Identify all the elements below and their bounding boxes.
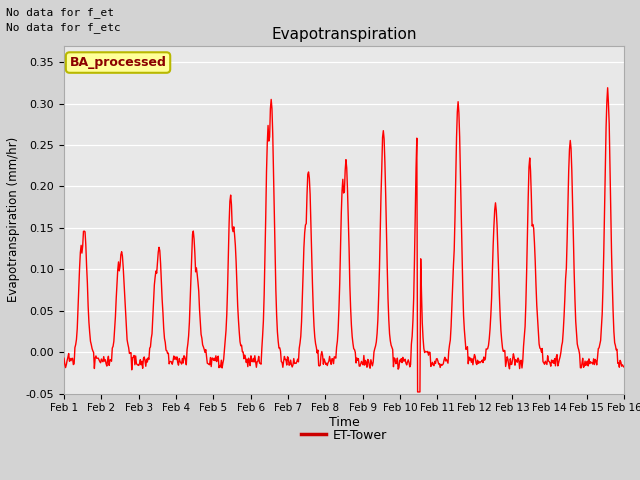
X-axis label: Time: Time [328,416,360,429]
Text: No data for f_etc: No data for f_etc [6,22,121,33]
Text: No data for f_et: No data for f_et [6,7,115,18]
Legend: ET-Tower: ET-Tower [296,423,392,446]
Title: Evapotranspiration: Evapotranspiration [271,27,417,42]
Y-axis label: Evapotranspiration (mm/hr): Evapotranspiration (mm/hr) [7,137,20,302]
Text: BA_processed: BA_processed [70,56,166,69]
